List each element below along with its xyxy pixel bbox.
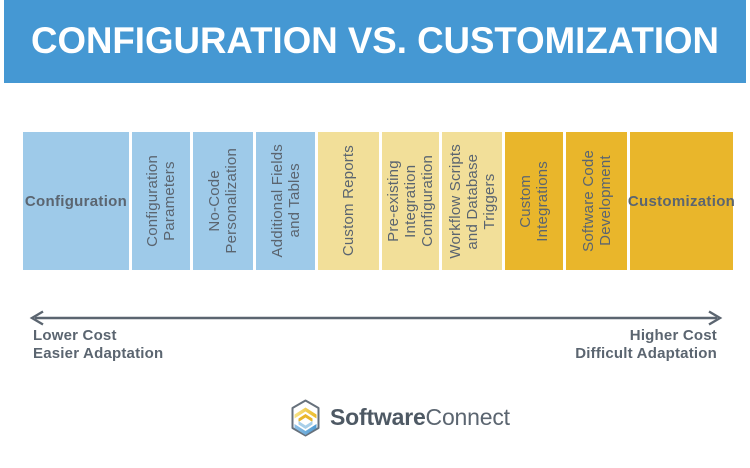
block-additional-fields-and-tables: Additional Fields and Tables [256, 132, 315, 270]
higher-cost-label: Higher Cost Difficult Adaptation [575, 327, 717, 362]
block-customization: Customization [627, 132, 736, 270]
header-title-graphic: CONFIGURATION VS. CUSTOMIZATION [31, 20, 719, 61]
lower-cost-label: Lower Cost Easier Adaptation [33, 327, 164, 362]
block-label: Custom Integrations [517, 160, 551, 242]
block-configuration: Configuration [23, 132, 129, 270]
block-workflow-scripts-and-database-triggers: Workflow Scripts and Database Triggers [442, 132, 502, 270]
cost-spectrum-arrow [28, 308, 724, 328]
block-label: No-Code Personalization [206, 148, 240, 254]
block-pre-existing-integration-configuration: Pre-existing Integration Configuration [382, 132, 439, 270]
block-software-code-development: Software Code Development [566, 132, 627, 270]
block-label: Configuration [24, 192, 128, 210]
block-label: Additional Fields and Tables [268, 144, 303, 258]
software-connect-logo: SoftwareConnect [289, 397, 510, 438]
logo-text-software: Software [330, 404, 426, 430]
block-no-code-personalization: No-Code Personalization [193, 132, 253, 270]
header-banner: CONFIGURATION VS. CUSTOMIZATION [4, 0, 746, 83]
spectrum-blocks: Configuration Configuration Parameters N… [23, 132, 736, 270]
block-custom-reports: Custom Reports [318, 132, 379, 270]
block-label: Workflow Scripts and Database Triggers [446, 143, 498, 259]
double-arrow-icon [29, 310, 723, 326]
block-label: Pre-existing Integration Configuration [385, 155, 436, 247]
logo-text-connect: Connect [425, 404, 510, 430]
block-label: Customization [627, 192, 736, 210]
block-configuration-parameters: Configuration Parameters [132, 132, 190, 270]
hexagon-logo-icon [291, 399, 320, 436]
page-title: CONFIGURATION VS. CUSTOMIZATION [31, 20, 719, 61]
block-custom-integrations: Custom Integrations [505, 132, 563, 270]
block-label: Software Code Development [579, 150, 614, 252]
block-label: Configuration Parameters [144, 155, 178, 247]
block-label: Custom Reports [340, 145, 357, 257]
logo-wordmark: SoftwareConnect [330, 404, 510, 431]
